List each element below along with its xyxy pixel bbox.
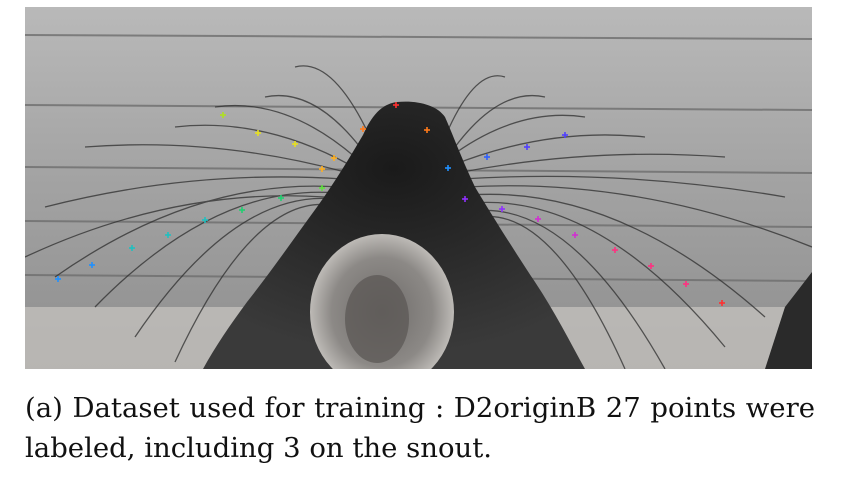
whisker-line	[174, 203, 331, 363]
whisker-line	[134, 197, 336, 338]
whisker-line	[25, 195, 326, 258]
whisker-line	[294, 65, 371, 138]
keypoint-marker	[524, 144, 530, 150]
keypoint-marker	[319, 166, 325, 172]
keypoint-marker	[129, 245, 135, 251]
keypoint-marker	[462, 196, 468, 202]
keypoint-marker	[239, 207, 245, 213]
keypoint-marker	[572, 232, 578, 238]
keypoint-marker	[360, 126, 366, 132]
keypoint-marker	[719, 300, 725, 306]
caption-text: Dataset used for training : D2originB 27…	[25, 392, 815, 464]
keypoint-marker	[424, 127, 430, 133]
keypoint-marker	[331, 155, 337, 161]
keypoint-marker	[278, 195, 284, 201]
whisker-line	[94, 191, 338, 308]
whisker-line	[464, 185, 812, 248]
mouth-inner	[345, 275, 409, 363]
keypoint-marker	[255, 130, 261, 136]
whisker-line	[479, 215, 626, 369]
whisker-line	[264, 95, 361, 148]
keypoint-marker	[648, 263, 654, 269]
caption-label: (a)	[25, 392, 63, 424]
keypoint-marker	[562, 132, 568, 138]
keypoint-marker	[445, 165, 451, 171]
rat-whisker-photo	[25, 7, 812, 369]
keypoint-marker	[220, 112, 226, 118]
whisker-line	[54, 185, 341, 278]
keypoint-marker	[683, 281, 689, 287]
dark-corner	[765, 272, 812, 369]
whisker-line	[460, 175, 786, 198]
whisker-line	[174, 124, 351, 166]
keypoint-marker	[202, 217, 208, 223]
whisker-line	[449, 114, 586, 158]
keypoint-marker	[393, 102, 399, 108]
whisker-line	[44, 176, 344, 208]
whisker-line	[471, 201, 726, 348]
whisker-line	[468, 193, 766, 318]
keypoint-marker	[535, 216, 541, 222]
keypoint-marker	[484, 154, 490, 160]
keypoint-marker	[292, 141, 298, 147]
keypoint-marker	[89, 262, 95, 268]
keypoint-marker	[499, 206, 505, 212]
keypoint-marker	[612, 247, 618, 253]
keypoints	[55, 102, 725, 306]
whisker-line	[474, 209, 666, 369]
whisker-line	[456, 153, 726, 174]
keypoint-marker	[165, 232, 171, 238]
whisker-line	[214, 104, 356, 158]
whiskers	[25, 65, 812, 369]
whisker-line	[84, 144, 346, 173]
keypoint-marker	[55, 276, 61, 282]
whisker-line	[454, 95, 546, 148]
figure-caption: (a) Dataset used for training : D2origin…	[25, 388, 815, 468]
keypoint-marker	[319, 185, 325, 191]
whisker-line	[444, 75, 506, 138]
whisker-line	[452, 134, 646, 166]
